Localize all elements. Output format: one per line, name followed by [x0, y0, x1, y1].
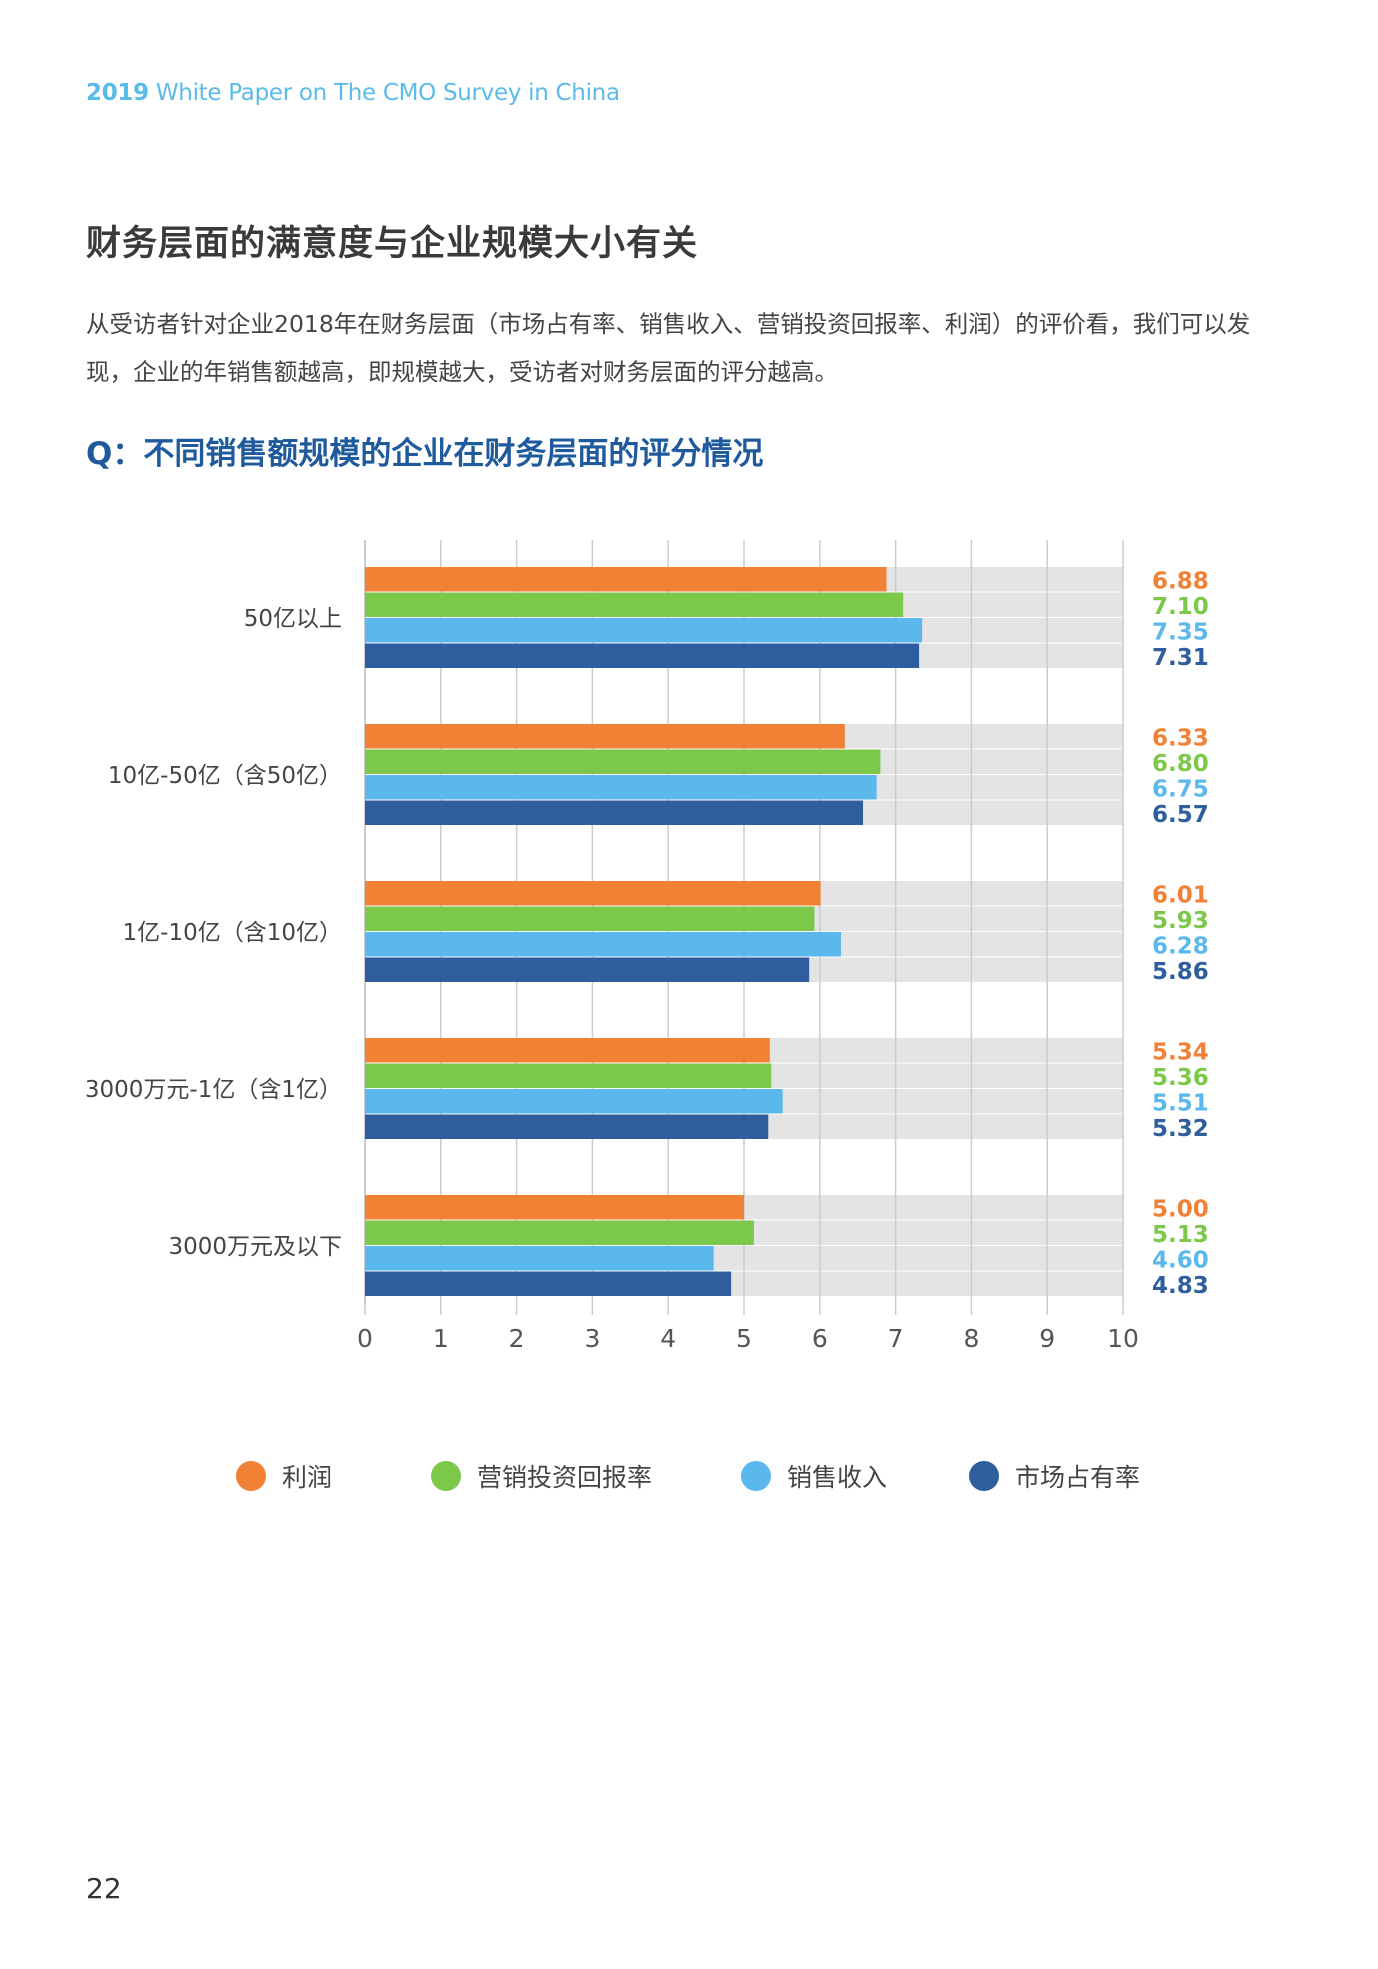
running-header: 2019 White Paper on The CMO Survey in Ch…: [86, 80, 620, 106]
page-number: 22: [86, 1872, 122, 1905]
value-label: 7.10: [1152, 594, 1209, 620]
category-label: 10亿-50亿（含50亿）: [108, 763, 342, 789]
bar: [365, 567, 887, 592]
bar: [365, 932, 842, 957]
value-label: 7.31: [1152, 645, 1209, 671]
x-tick-label: 3: [584, 1324, 600, 1353]
bar: [365, 800, 864, 825]
legend-label-share: 市场占有率: [1015, 1463, 1141, 1492]
bar: [365, 1038, 770, 1063]
category-label: 50亿以上: [244, 606, 342, 632]
value-label: 6.28: [1152, 933, 1209, 959]
legend-item-roi: 营销投资回报率: [431, 1458, 652, 1494]
legend-dot-roi: [431, 1461, 461, 1491]
value-label: 7.35: [1152, 619, 1209, 645]
legend-item-profit: 利润: [236, 1458, 332, 1494]
value-label: 4.60: [1152, 1247, 1209, 1273]
category-label: 1亿-10亿（含10亿）: [123, 920, 342, 946]
x-tick-label: 6: [812, 1324, 828, 1353]
bar: [365, 749, 881, 774]
bar: [365, 592, 904, 617]
intro-paragraph: 从受访者针对企业2018年在财务层面（市场占有率、销售收入、营销投资回报率、利润…: [86, 310, 1251, 386]
value-label: 5.86: [1152, 959, 1209, 985]
value-label: 6.80: [1152, 751, 1209, 777]
legend-dot-share: [969, 1461, 999, 1491]
value-label: 6.75: [1152, 776, 1209, 802]
legend-label-sales: 销售收入: [787, 1463, 888, 1492]
bar: [365, 1114, 769, 1139]
header-year: 2019: [86, 80, 149, 106]
x-tick-label: 8: [963, 1324, 979, 1353]
bar: [365, 1220, 754, 1245]
value-label: 5.13: [1152, 1222, 1209, 1248]
bar: [365, 1089, 783, 1114]
legend-label-profit: 利润: [282, 1463, 333, 1492]
value-label: 5.93: [1152, 908, 1209, 934]
value-label: 6.01: [1152, 882, 1209, 908]
x-tick-label: 4: [660, 1324, 676, 1353]
bar: [365, 906, 815, 931]
question-title: Q：不同销售额规模的企业在财务层面的评分情况: [86, 436, 764, 472]
value-label: 5.00: [1152, 1196, 1209, 1222]
bar: [365, 1195, 744, 1220]
legend-dot-sales: [741, 1461, 771, 1491]
value-label: 6.33: [1152, 725, 1209, 751]
header-subtitle: White Paper on The CMO Survey in China: [155, 80, 620, 106]
bar: [365, 881, 821, 906]
chart-legend: 利润 营销投资回报率 销售收入 市场占有率: [236, 1458, 1216, 1498]
x-tick-label: 0: [357, 1324, 373, 1353]
bar-chart: 0 1 2 3 4 5 6 7 8 9 10 6.887.107.357.31 50亿以上 6.336.8…: [85, 540, 1209, 1353]
bar: [365, 643, 920, 668]
x-tick-label: 10: [1107, 1324, 1139, 1353]
value-label: 5.34: [1152, 1039, 1209, 1065]
category-label: 3000万元及以下: [168, 1234, 342, 1260]
x-tick-label: 7: [888, 1324, 904, 1353]
x-tick-label: 2: [509, 1324, 525, 1353]
legend-dot-profit: [236, 1461, 266, 1491]
value-label: 4.83: [1152, 1273, 1209, 1299]
bar: [365, 1271, 732, 1296]
bar: [365, 1063, 772, 1088]
value-label: 5.51: [1152, 1090, 1209, 1116]
value-label: 5.32: [1152, 1116, 1209, 1142]
bar: [365, 775, 877, 800]
value-label: 6.88: [1152, 568, 1209, 594]
section-title: 财务层面的满意度与企业规模大小有关: [86, 224, 699, 264]
value-label: 5.36: [1152, 1065, 1209, 1091]
x-tick-label: 5: [736, 1324, 752, 1353]
legend-item-sales: 销售收入: [741, 1458, 887, 1494]
x-tick-label: 1: [433, 1324, 449, 1353]
legend-item-share: 市场占有率: [969, 1458, 1140, 1494]
value-label: 6.57: [1152, 802, 1209, 828]
bar: [365, 724, 845, 749]
bar: [365, 1246, 714, 1271]
bar: [365, 957, 810, 982]
category-label: 3000万元-1亿（含1亿）: [85, 1077, 342, 1103]
x-tick-label: 9: [1039, 1324, 1055, 1353]
legend-label-roi: 营销投资回报率: [477, 1463, 653, 1492]
bar: [365, 618, 923, 643]
